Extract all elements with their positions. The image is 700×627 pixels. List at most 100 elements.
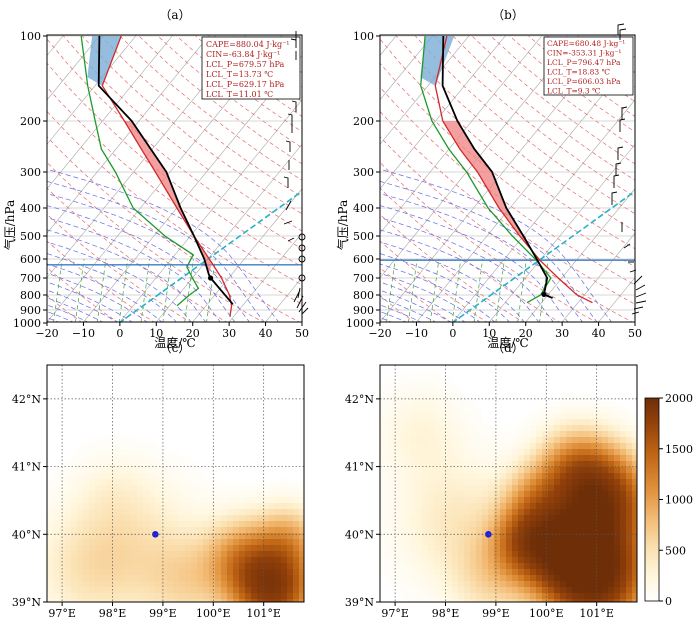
heat-cell xyxy=(542,413,549,420)
heat-cell xyxy=(554,479,561,486)
heat-cell xyxy=(524,425,531,432)
heat-cell xyxy=(512,599,519,602)
heat-cell xyxy=(203,575,210,582)
heat-cell xyxy=(422,593,429,600)
heat-cell xyxy=(446,389,453,396)
skewt-frame xyxy=(46,34,303,323)
heat-cell xyxy=(566,557,573,564)
heat-cell xyxy=(203,569,210,576)
heat-cell xyxy=(428,509,435,516)
heat-cell xyxy=(482,533,489,540)
heat-cell xyxy=(263,593,270,600)
heat-cell xyxy=(167,461,174,468)
heat-cell xyxy=(143,455,150,462)
heat-cell xyxy=(197,539,204,546)
heat-cell xyxy=(257,581,264,588)
heat-cell xyxy=(476,557,483,564)
heat-cell xyxy=(476,437,483,444)
heat-cell xyxy=(614,443,621,450)
heat-cell xyxy=(161,521,168,528)
heat-cell xyxy=(428,557,435,564)
y-tick-label: 1000 xyxy=(13,317,41,330)
heat-cell xyxy=(239,569,246,576)
isotherm xyxy=(561,232,635,322)
annotation-line: LCL_P=606.03 hPa xyxy=(547,77,621,86)
heat-cell xyxy=(101,563,108,570)
heat-cell xyxy=(524,563,531,570)
heat-cell xyxy=(620,521,627,528)
heat-cell xyxy=(215,539,222,546)
heat-cell xyxy=(602,437,609,444)
heat-cell xyxy=(131,443,138,450)
heat-cell xyxy=(608,401,615,408)
heat-cell xyxy=(434,515,441,522)
heat-cell xyxy=(452,407,459,414)
heat-cell xyxy=(191,557,198,564)
heat-cell xyxy=(614,437,621,444)
heat-cell xyxy=(257,521,264,528)
heat-cell xyxy=(554,491,561,498)
y-tick-label: 100 xyxy=(20,30,41,43)
heat-cell xyxy=(398,575,405,582)
heat-cell xyxy=(227,485,234,492)
heat-cell xyxy=(167,485,174,492)
heat-cell xyxy=(626,527,633,534)
heat-cell xyxy=(101,569,108,576)
heat-cell xyxy=(584,563,591,570)
heat-cell xyxy=(428,413,435,420)
heat-cell xyxy=(584,533,591,540)
heat-cell xyxy=(506,593,513,600)
lcl-point xyxy=(541,291,547,297)
dry-adiabat xyxy=(380,38,635,250)
heat-cell xyxy=(386,401,393,408)
heat-cell xyxy=(614,599,621,602)
heat-cell xyxy=(269,575,276,582)
heat-cell xyxy=(143,533,150,540)
heat-cell xyxy=(299,539,304,546)
heat-cell xyxy=(410,593,417,600)
heat-cell xyxy=(458,497,465,504)
heat-cell xyxy=(608,437,615,444)
heat-cell xyxy=(143,509,150,516)
heat-cell xyxy=(446,407,453,414)
heat-cell xyxy=(227,491,234,498)
heat-cell xyxy=(632,437,637,444)
heat-cell xyxy=(530,593,537,600)
heat-cell xyxy=(125,599,132,602)
heat-cell xyxy=(500,503,507,510)
heat-cell xyxy=(590,599,597,602)
heat-cell xyxy=(584,581,591,588)
heat-cell xyxy=(197,479,204,486)
heat-cell xyxy=(440,407,447,414)
heat-cell xyxy=(614,467,621,474)
heat-cell xyxy=(101,455,108,462)
heat-cell xyxy=(398,401,405,408)
heat-cell xyxy=(530,461,537,468)
heat-cell xyxy=(590,401,597,408)
heat-cell xyxy=(179,533,186,540)
heat-cell xyxy=(512,581,519,588)
heat-cell xyxy=(299,563,304,570)
heat-cell xyxy=(494,491,501,498)
heat-cell xyxy=(626,521,633,528)
heat-cell xyxy=(548,419,555,426)
heat-cell xyxy=(446,401,453,408)
heat-cell xyxy=(590,425,597,432)
heat-cell xyxy=(287,569,294,576)
heat-cell xyxy=(614,431,621,438)
heat-cell xyxy=(566,599,573,602)
y-tick-label: 42°N xyxy=(12,393,41,406)
heat-cell xyxy=(83,539,90,546)
heat-cell xyxy=(476,509,483,516)
heat-cell xyxy=(155,461,162,468)
heat-cell xyxy=(572,473,579,480)
heat-cell xyxy=(440,419,447,426)
heat-cell xyxy=(584,509,591,516)
heat-cell xyxy=(428,587,435,594)
heat-cell xyxy=(458,503,465,510)
heat-cell xyxy=(161,473,168,480)
heat-cell xyxy=(500,467,507,474)
mixing-ratio-line xyxy=(184,258,194,322)
heat-cell xyxy=(518,515,525,522)
heat-cell xyxy=(434,599,441,602)
